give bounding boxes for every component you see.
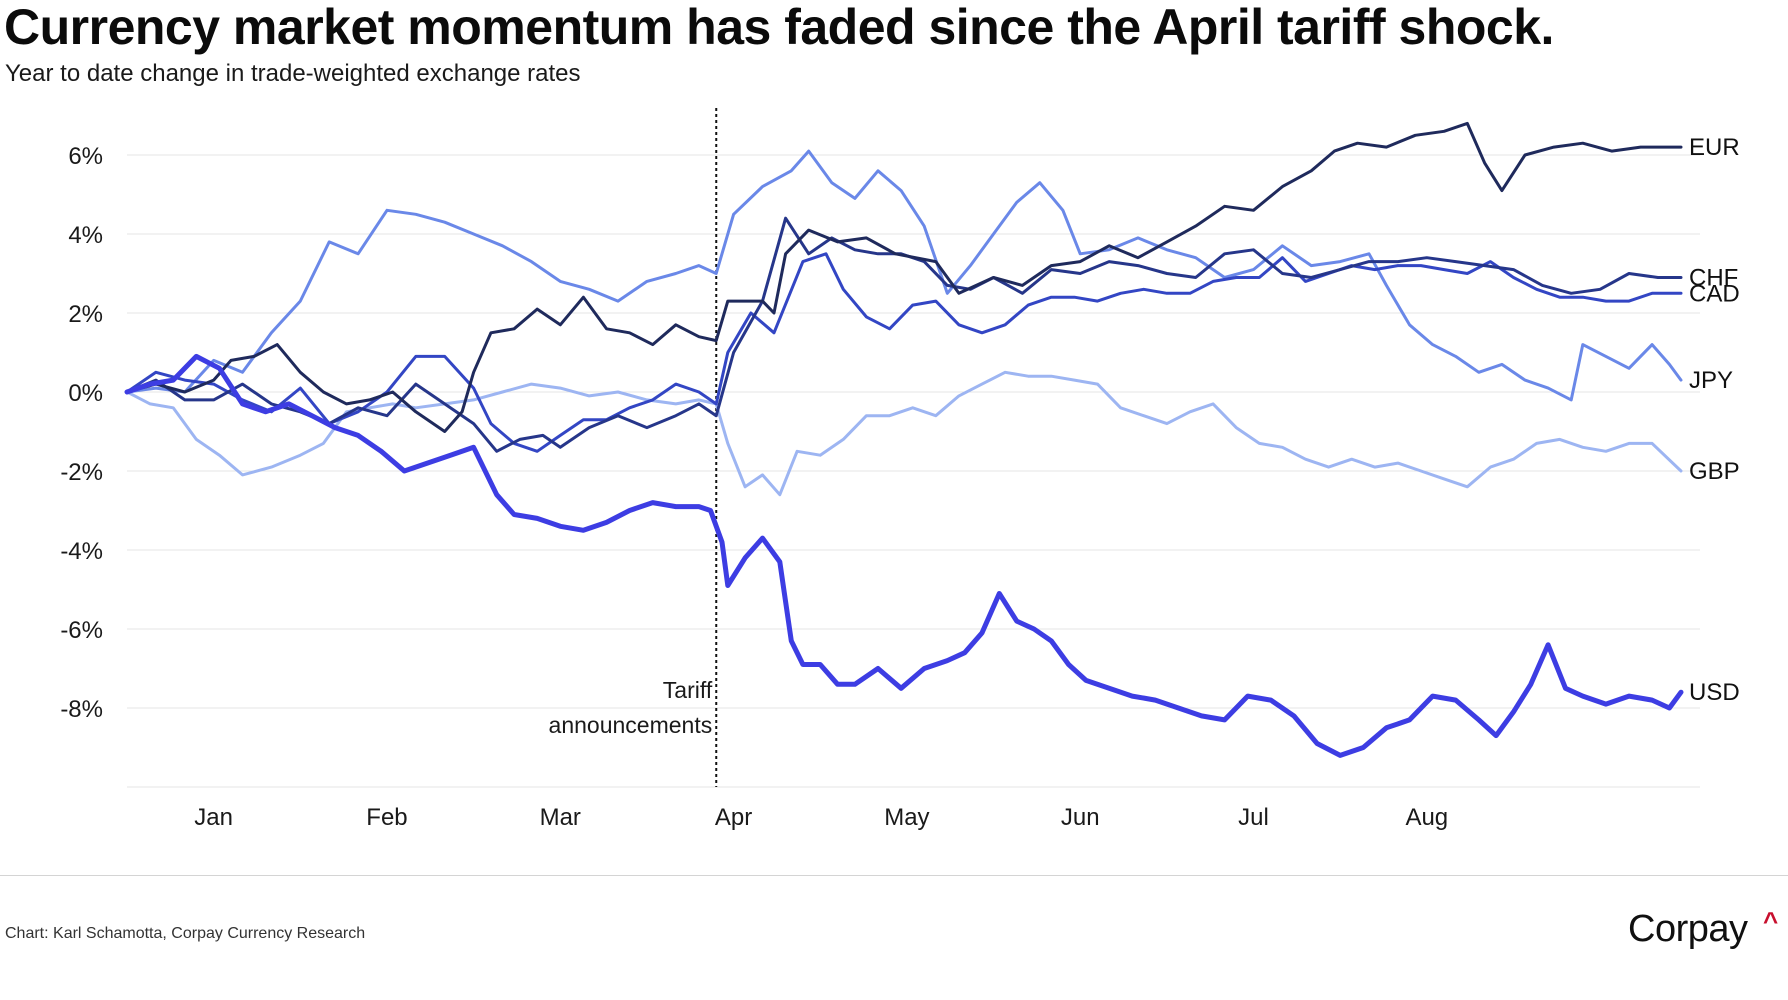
y-tick-label: -8% xyxy=(60,696,103,723)
x-tick-label: Jul xyxy=(1238,804,1269,831)
series-lines xyxy=(124,121,1684,758)
series-label-cad: CAD xyxy=(1689,280,1740,307)
series-line-eur xyxy=(125,121,1683,433)
x-axis-ticks: Jan Feb Mar Apr May Jun Jul Aug xyxy=(194,804,1448,831)
series-label-jpy: JPY xyxy=(1689,367,1733,394)
y-tick-label: 6% xyxy=(68,143,103,170)
series-label-gbp: GBP xyxy=(1689,458,1740,485)
series-line-usd xyxy=(124,353,1684,758)
corpay-logo-accent: ^ xyxy=(1763,906,1779,936)
series-line-chf xyxy=(125,216,1683,453)
corpay-logo: Corpay xyxy=(1628,908,1748,950)
chart-subtitle: Year to date change in trade-weighted ex… xyxy=(5,60,581,87)
x-tick-label: Apr xyxy=(715,804,752,831)
series-line-gbp xyxy=(125,370,1683,497)
y-axis-ticks: 6% 4% 2% 0% -2% -4% -6% -8% xyxy=(60,143,103,723)
y-tick-label: -6% xyxy=(60,617,103,644)
series-label-chf: CHF xyxy=(1689,264,1738,291)
chart-title: Currency market momentum has faded since… xyxy=(4,0,1554,55)
series-line-jpy xyxy=(125,149,1683,402)
gridlines xyxy=(127,154,1700,788)
footer-divider xyxy=(0,875,1788,876)
x-tick-label: Jun xyxy=(1061,804,1100,831)
x-tick-label: Feb xyxy=(366,804,407,831)
series-line-cad xyxy=(125,252,1683,453)
source-credit: Chart: Karl Schamotta, Corpay Currency R… xyxy=(5,925,366,942)
y-tick-label: -4% xyxy=(60,538,103,565)
series-label-usd: USD xyxy=(1689,679,1740,706)
y-tick-label: 2% xyxy=(68,301,103,328)
x-tick-label: Jan xyxy=(194,804,233,831)
tariff-annotation: Tariff announcements xyxy=(549,108,718,787)
tariff-annotation-label: Tariff xyxy=(663,677,713,703)
y-tick-label: 0% xyxy=(68,380,103,407)
x-tick-label: Aug xyxy=(1405,804,1448,831)
tariff-annotation-label: announcements xyxy=(549,712,713,738)
series-label-eur: EUR xyxy=(1689,134,1740,161)
y-tick-label: 4% xyxy=(68,222,103,249)
x-tick-label: Mar xyxy=(540,804,581,831)
y-tick-label: -2% xyxy=(60,459,103,486)
line-chart: 6%4%2%0%-2%-4%-6%-8% Jan Feb Mar Apr May Jun J… xyxy=(60,108,1740,831)
x-tick-label: May xyxy=(884,804,929,831)
